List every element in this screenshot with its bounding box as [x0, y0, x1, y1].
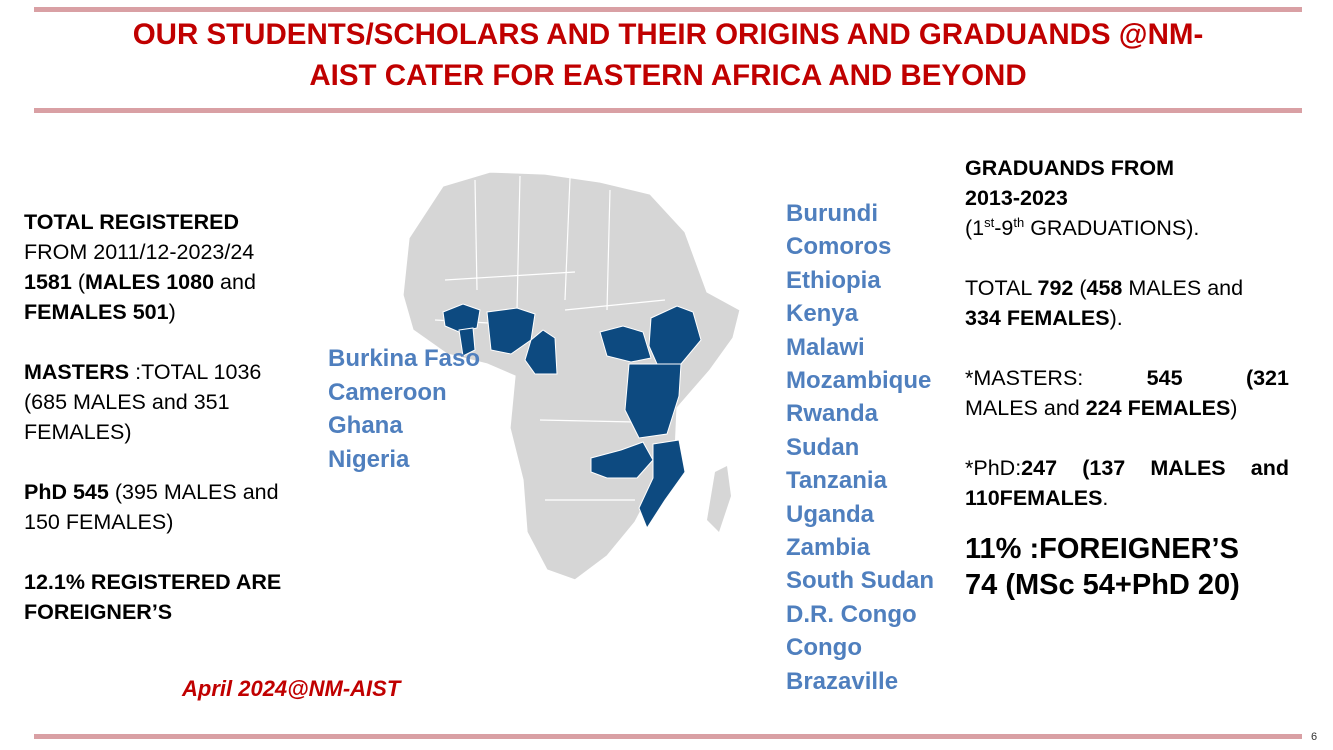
west-africa-country-list: Burkina Faso Cameroon Ghana Nigeria	[328, 342, 480, 476]
graduands-phd-line-2: 110FEMALES.	[965, 486, 1109, 510]
country-name: Zambia	[786, 534, 871, 562]
ethiopia-shape	[648, 305, 702, 365]
africa-map	[402, 171, 741, 581]
country-name: South Sudan	[786, 567, 934, 595]
masters-total: :TOTAL 1036	[129, 360, 262, 384]
phd-breakdown-1: (395 MALES and	[108, 480, 279, 504]
country-borders	[434, 175, 666, 501]
country-name: Sudan	[786, 433, 860, 461]
country-name: Burkina Faso	[328, 345, 481, 372]
masters-breakdown-1: (685 MALES and 351	[24, 390, 230, 414]
madagascar-shape	[707, 466, 731, 532]
masters-breakdown-2: FEMALES)	[24, 420, 132, 444]
foreign-percent-line-1: 12.1% REGISTERED ARE	[24, 570, 282, 594]
east-africa-shape	[624, 363, 682, 439]
country-name: Tanzania	[786, 467, 887, 495]
slide-title: OUR STUDENTS/SCHOLARS AND THEIR ORIGINS …	[34, 14, 1302, 96]
country-name: Rwanda	[786, 400, 879, 428]
graduands-total-females: 334 FEMALES).	[965, 306, 1123, 330]
country-name: Brazaville	[786, 667, 899, 695]
total-registered-heading: TOTAL REGISTERED	[24, 210, 240, 234]
registered-students-stats: TOTAL REGISTERED FROM 2011/12-2023/24 15…	[24, 207, 344, 627]
total-registered-males: MALES 1080	[84, 270, 215, 294]
total-registered-period: FROM 2011/12-2023/24	[24, 240, 255, 264]
country-name: Ethiopia	[786, 266, 881, 294]
country-name: Nigeria	[328, 445, 410, 473]
country-name: Malawi	[786, 333, 865, 361]
foreign-percent-line-2: FOREIGNER’S	[24, 600, 173, 624]
graduations-range: (1st-9th GRADUATIONS).	[965, 214, 1200, 240]
zambia-malawi-shape	[590, 441, 654, 479]
title-line-1: OUR STUDENTS/SCHOLARS AND THEIR ORIGINS …	[132, 18, 1204, 51]
masters-label: MASTERS	[24, 360, 130, 384]
total-registered-females: FEMALES 501	[24, 300, 169, 324]
country-name: Mozambique	[786, 367, 932, 395]
graduands-phd-line: *PhD:247 (137 MALES and	[965, 456, 1289, 480]
country-name: Cameroon	[328, 378, 447, 406]
foreigner-count: 74 (MSc 54+PhD 20)	[965, 569, 1240, 601]
date-footer: April 2024@NM-AIST	[182, 676, 401, 701]
country-name: Burundi	[786, 200, 878, 227]
burkina-faso-shape	[442, 303, 481, 333]
graduands-masters-line: *MASTERS: 545 (321	[965, 366, 1289, 390]
phd-label: PhD 545	[24, 480, 109, 504]
country-name: Ghana	[328, 412, 403, 439]
total-registered-number: 1581	[24, 270, 72, 294]
sudan-shape	[599, 325, 652, 363]
title-underline-rule	[34, 108, 1302, 113]
highlighted-countries	[442, 303, 702, 530]
graduands-heading-1: GRADUANDS FROM	[965, 156, 1175, 180]
total-registered-line: 1581 (MALES 1080 and	[24, 270, 256, 294]
country-name: Comoros	[786, 233, 892, 261]
graduands-masters-line-2: MALES and 224 FEMALES)	[965, 396, 1238, 420]
and-text: and	[220, 270, 256, 294]
ghana-shape	[458, 327, 476, 357]
country-name: Congo	[786, 634, 862, 662]
bottom-rule	[34, 734, 1302, 739]
phd-breakdown-2: 150 FEMALES)	[24, 510, 174, 534]
country-name: Kenya	[786, 300, 859, 328]
country-name: Uganda	[786, 500, 875, 528]
mozambique-shape	[638, 439, 686, 530]
foreigner-percent: 11% :FOREIGNER’S	[965, 533, 1239, 565]
graduands-total-line: TOTAL 792 (458 MALES and	[965, 276, 1244, 300]
graduands-heading-2: 2013-2023	[965, 186, 1068, 210]
country-name: D.R. Congo	[786, 600, 917, 628]
cameroon-shape	[524, 329, 558, 375]
graduands-stats: GRADUANDS FROM 2013-2023 (1st-9th GRADUA…	[965, 153, 1289, 603]
title-line-2: AIST CATER FOR EASTERN AFRICA AND BEYOND	[309, 59, 1027, 92]
page-number: 6	[1311, 731, 1318, 743]
east-africa-country-list: Burundi Comoros Ethiopia Kenya Malawi Mo…	[786, 197, 934, 698]
top-rule	[34, 7, 1302, 12]
